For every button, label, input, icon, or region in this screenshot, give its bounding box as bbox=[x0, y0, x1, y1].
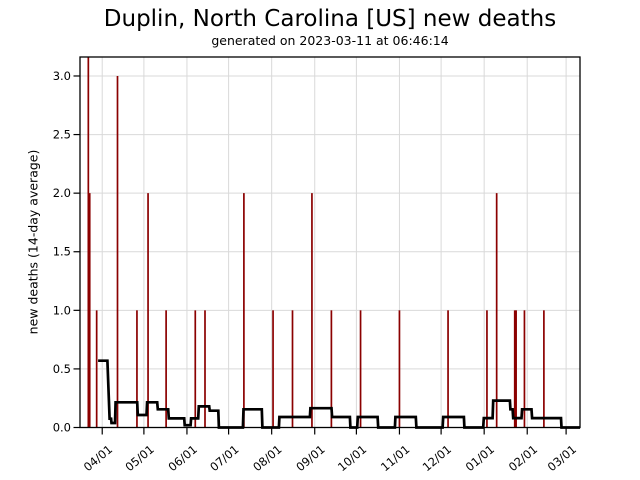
y-tick-label: 2.5 bbox=[53, 128, 71, 142]
x-tick-label: 07/01 bbox=[207, 442, 241, 474]
x-tick-label: 08/01 bbox=[250, 442, 284, 474]
x-tick-label: 04/01 bbox=[81, 442, 115, 474]
x-tick-label: 09/01 bbox=[293, 442, 327, 474]
x-tick-label: 10/01 bbox=[335, 442, 369, 474]
x-tick-label: 11/01 bbox=[378, 442, 412, 474]
chart-subtitle: generated on 2023-03-11 at 06:46:14 bbox=[211, 33, 449, 48]
y-tick-label: 3.0 bbox=[53, 69, 71, 83]
y-tick-label: 2.0 bbox=[53, 186, 71, 200]
chart-title: Duplin, North Carolina [US] new deaths bbox=[103, 6, 557, 32]
y-tick-label: 0.5 bbox=[53, 362, 71, 376]
plot-border bbox=[79, 56, 581, 429]
avg-deaths-line bbox=[98, 359, 580, 429]
x-tick-label: 05/01 bbox=[122, 442, 156, 474]
x-tick-label: 01/01 bbox=[463, 442, 497, 474]
y-tick-label: 0.0 bbox=[53, 421, 71, 435]
x-tick-label: 12/01 bbox=[420, 442, 454, 474]
y-tick-label: 1.5 bbox=[53, 245, 71, 259]
y-tick-label: 1.0 bbox=[53, 303, 71, 317]
x-tick-label: 06/01 bbox=[165, 442, 199, 474]
x-tick-label: 02/01 bbox=[506, 442, 540, 474]
x-tick-label: 03/01 bbox=[545, 442, 579, 474]
